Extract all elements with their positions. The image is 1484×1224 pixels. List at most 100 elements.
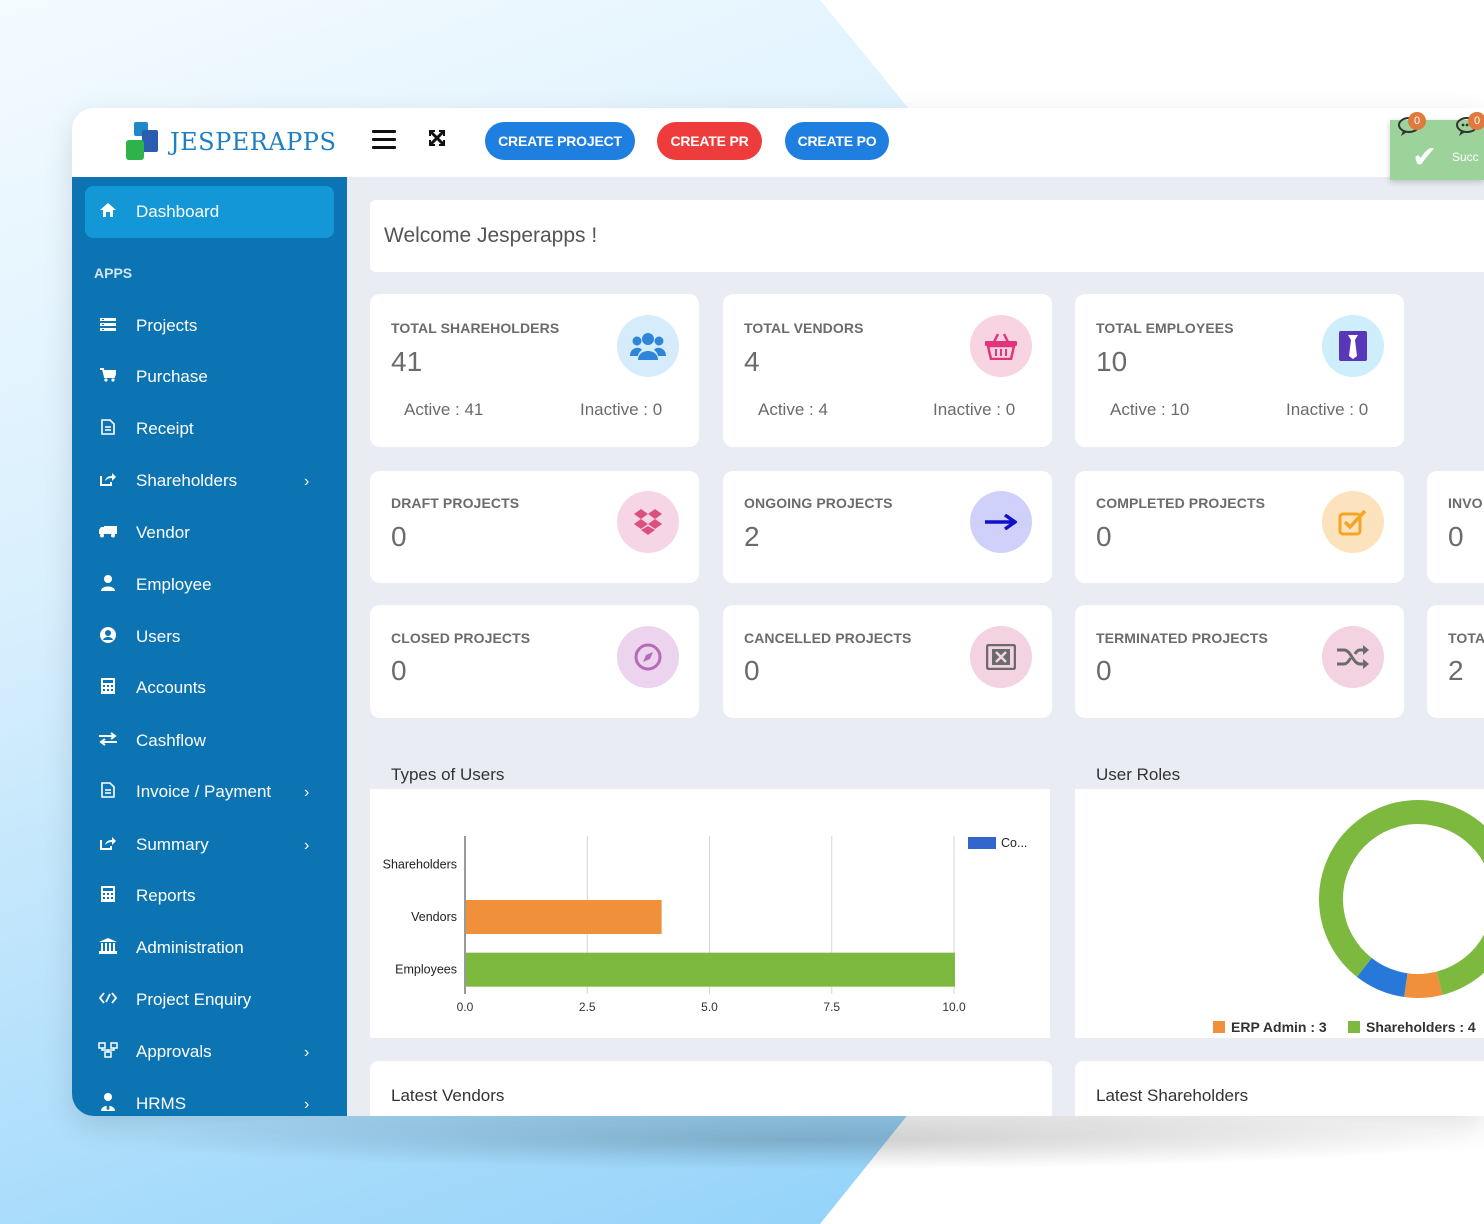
bar <box>466 952 955 987</box>
card-title: DRAFT PROJECTS <box>391 495 520 511</box>
legend-label: Shareholders : 4 <box>1366 1019 1476 1035</box>
sidebar-item-approvals[interactable]: Approvals › <box>72 1032 347 1072</box>
code-icon <box>98 991 118 1009</box>
legend-swatch <box>1348 1021 1360 1033</box>
sidebar-item-dashboard[interactable]: Dashboard <box>85 186 334 238</box>
document-icon <box>98 418 118 440</box>
sidebar-item-vendor[interactable]: Vendor <box>72 513 347 553</box>
stat-card-total[interactable]: TOTA 2 <box>1427 605 1484 718</box>
sidebar-item-reports[interactable]: Reports <box>72 876 347 916</box>
sidebar-item-summary[interactable]: Summary › <box>72 825 347 865</box>
sidebar-item-label: Approvals <box>136 1042 212 1061</box>
checkbox-icon <box>1322 491 1384 553</box>
sidebar-item-shareholders[interactable]: Shareholders › <box>72 461 347 501</box>
card-value: 0 <box>1096 655 1112 686</box>
donut-slice <box>1404 971 1443 998</box>
sidebar-item-administration[interactable]: Administration <box>72 928 347 968</box>
window-shadow <box>120 1110 1484 1170</box>
card-title: CLOSED PROJECTS <box>391 630 531 646</box>
stat-card-closed-projects[interactable]: CLOSED PROJECTS 0 <box>370 605 699 718</box>
stat-card-completed-projects[interactable]: COMPLETED PROJECTS 0 <box>1075 471 1404 583</box>
sidebar: Dashboard APPS Projects Purchase Receipt… <box>72 177 347 1116</box>
person-icon <box>98 574 118 596</box>
card-value: 0 <box>1096 521 1112 552</box>
card-value: 4 <box>744 346 760 377</box>
sidebar-item-label: Receipt <box>136 419 194 438</box>
stat-card-shareholders[interactable]: TOTAL SHAREHOLDERS 41 Active : 41 Inacti… <box>370 294 699 447</box>
close-box-icon <box>970 626 1032 688</box>
calculator-icon <box>98 677 118 699</box>
sidebar-item-hrms[interactable]: HRMS › <box>72 1084 347 1116</box>
chevron-right-icon: › <box>304 473 310 490</box>
sidebar-item-label: Users <box>136 627 181 646</box>
user-roles-title: User Roles <box>1096 765 1181 784</box>
create-pr-button[interactable]: CREATE PR <box>657 122 762 160</box>
sidebar-item-projects[interactable]: Projects <box>72 306 347 346</box>
card-value: 0 <box>391 521 407 552</box>
card-inactive: Inactive : 0 <box>1286 400 1369 419</box>
user-roles-chart: ERP Admin : 3 Shareholders : 4 <box>1213 800 1484 1035</box>
menu-toggle-icon[interactable] <box>372 130 396 150</box>
exchange-icon <box>98 731 118 751</box>
latest-vendors-panel: Latest Vendors <box>370 1061 1052 1116</box>
legend-swatch <box>1213 1021 1225 1033</box>
cart-icon <box>98 367 118 387</box>
bank-icon <box>98 937 118 959</box>
sidebar-item-receipt[interactable]: Receipt <box>72 409 347 449</box>
sidebar-item-project-enquiry[interactable]: Project Enquiry <box>72 980 347 1020</box>
card-value: 0 <box>391 655 407 686</box>
sidebar-item-label: Administration <box>136 938 244 957</box>
chevron-right-icon: › <box>304 1096 310 1113</box>
donut-slice <box>1356 957 1408 998</box>
brand-logo[interactable]: JESPERAPPS <box>126 122 336 162</box>
welcome-text: Welcome Jesperapps ! <box>384 224 598 247</box>
id-badge-icon <box>1322 315 1384 377</box>
sidebar-item-cashflow[interactable]: Cashflow <box>72 721 347 761</box>
success-toast[interactable]: ✔ Succ <box>1390 120 1484 180</box>
sidebar-section-heading: APPS <box>94 265 133 281</box>
check-icon: ✔ <box>1412 141 1438 174</box>
x-tick-label: 2.5 <box>579 1000 596 1014</box>
x-tick-label: 0.0 <box>457 1000 474 1014</box>
card-title: TOTA <box>1448 630 1484 646</box>
category-label: Employees <box>395 963 457 977</box>
card-value: 10 <box>1096 346 1128 377</box>
card-active: Active : 41 <box>404 400 484 419</box>
welcome-banner: Welcome Jesperapps ! <box>370 200 1484 272</box>
message-badge: 0 <box>1468 112 1484 130</box>
card-title: TOTAL EMPLOYEES <box>1096 320 1234 336</box>
create-project-button[interactable]: CREATE PROJECT <box>485 122 635 160</box>
category-label: Shareholders <box>383 857 457 871</box>
stat-card-vendors[interactable]: TOTAL VENDORS 4 Active : 4 Inactive : 0 <box>723 294 1052 447</box>
sidebar-item-invoice-payment[interactable]: Invoice / Payment › <box>72 772 347 812</box>
card-value: 2 <box>1448 655 1464 686</box>
fullscreen-icon[interactable] <box>428 129 446 153</box>
share-icon <box>98 472 118 491</box>
create-po-button[interactable]: CREATE PO <box>785 122 889 160</box>
stat-card-ongoing-projects[interactable]: ONGOING PROJECTS 2 <box>723 471 1052 583</box>
stat-card-cancelled-projects[interactable]: CANCELLED PROJECTS 0 <box>723 605 1052 718</box>
x-tick-label: 10.0 <box>942 1000 966 1014</box>
card-title: ONGOING PROJECTS <box>744 495 893 511</box>
sidebar-item-purchase[interactable]: Purchase <box>72 357 347 397</box>
sidebar-item-label: Accounts <box>136 678 206 697</box>
stat-card-employees[interactable]: TOTAL EMPLOYEES 10 Active : 10 Inactive … <box>1075 294 1404 447</box>
user-tie-icon <box>98 1092 118 1116</box>
sidebar-item-employee[interactable]: Employee <box>72 565 347 605</box>
dropbox-icon <box>617 491 679 553</box>
stat-card-terminated-projects[interactable]: TERMINATED PROJECTS 0 <box>1075 605 1404 718</box>
card-title: COMPLETED PROJECTS <box>1096 495 1266 511</box>
chevron-right-icon: › <box>304 784 310 801</box>
top-bar: JESPERAPPS CREATE PROJECT CREATE PR CREA… <box>72 108 1484 180</box>
list-icon <box>98 317 118 336</box>
basket-icon <box>970 315 1032 377</box>
stat-card-invoices[interactable]: INVO 0 <box>1427 471 1484 583</box>
types-of-users-panel: 0.0 2.5 5.0 7.5 10.0 Shareholders Vendors Emplo… <box>370 789 1050 1038</box>
sidebar-item-accounts[interactable]: Accounts <box>72 668 347 708</box>
sidebar-item-users[interactable]: Users <box>72 617 347 657</box>
legend-label: Co... <box>1001 836 1027 850</box>
stat-card-draft-projects[interactable]: DRAFT PROJECTS 0 <box>370 471 699 583</box>
arrow-right-icon <box>970 491 1032 553</box>
types-of-users-chart: 0.0 2.5 5.0 7.5 10.0 Shareholders Vendors Emplo… <box>383 836 1027 1014</box>
bar <box>466 900 662 934</box>
